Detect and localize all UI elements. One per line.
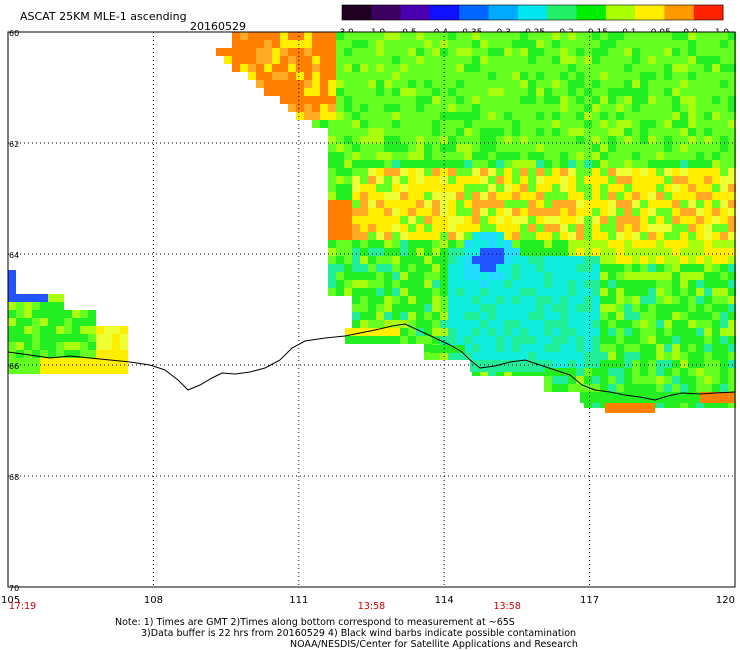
note-line-1: Note: 1) Times are GMT 2)Times along bot… (115, 617, 515, 628)
color-scale-swatch (488, 5, 519, 20)
map-date: 20160529 (190, 20, 246, 33)
note-line-3: NOAA/NESDIS/Center for Satellite Applica… (290, 639, 578, 650)
longitude-label: 111 (289, 595, 308, 606)
time-label: 13:58 (494, 601, 521, 612)
latitude-label: 66 (9, 362, 19, 371)
longitude-label: 117 (580, 595, 599, 606)
color-scale-swatch (459, 5, 490, 20)
longitude-label: 108 (144, 595, 163, 606)
color-scale-swatch (429, 5, 460, 20)
color-scale-swatch (342, 5, 372, 20)
time-label: 13:58 (358, 601, 385, 612)
latitude-label: 62 (9, 140, 19, 149)
color-scale-swatch (547, 5, 577, 20)
color-scale-swatch (400, 5, 431, 20)
color-scale-swatch (664, 5, 695, 20)
color-scale-swatch (576, 5, 607, 20)
color-scale-swatch (635, 5, 665, 20)
color-scale-swatch (371, 5, 402, 20)
latitude-labels: 60 62 64 66 68 70 (9, 29, 19, 593)
latitude-label: 64 (9, 251, 19, 260)
color-scale-swatch (517, 5, 548, 20)
coastline (7, 323, 736, 401)
longitude-label: 120 (716, 595, 735, 606)
color-scale-bar (341, 4, 724, 21)
longitude-label: 114 (435, 595, 454, 606)
map-title: ASCAT 25KM MLE-1 ascending (20, 10, 187, 23)
note-line-2: 3)Data buffer is 22 hrs from 20160529 4)… (141, 628, 576, 639)
color-scale-swatch (693, 5, 724, 20)
time-labels: 17:19 13:58 13:58 (9, 601, 521, 612)
color-scale-swatch (605, 5, 636, 20)
time-label: 17:19 (9, 601, 36, 612)
latitude-label: 70 (9, 584, 19, 593)
latitude-label: 60 (9, 29, 19, 38)
map-frame (7, 31, 736, 588)
longitude-labels: 105 108 111 114 117 120 (1, 595, 735, 606)
wind-data-field (8, 32, 736, 413)
latitude-label: 68 (9, 473, 19, 482)
longitude-label: 105 (1, 595, 20, 606)
